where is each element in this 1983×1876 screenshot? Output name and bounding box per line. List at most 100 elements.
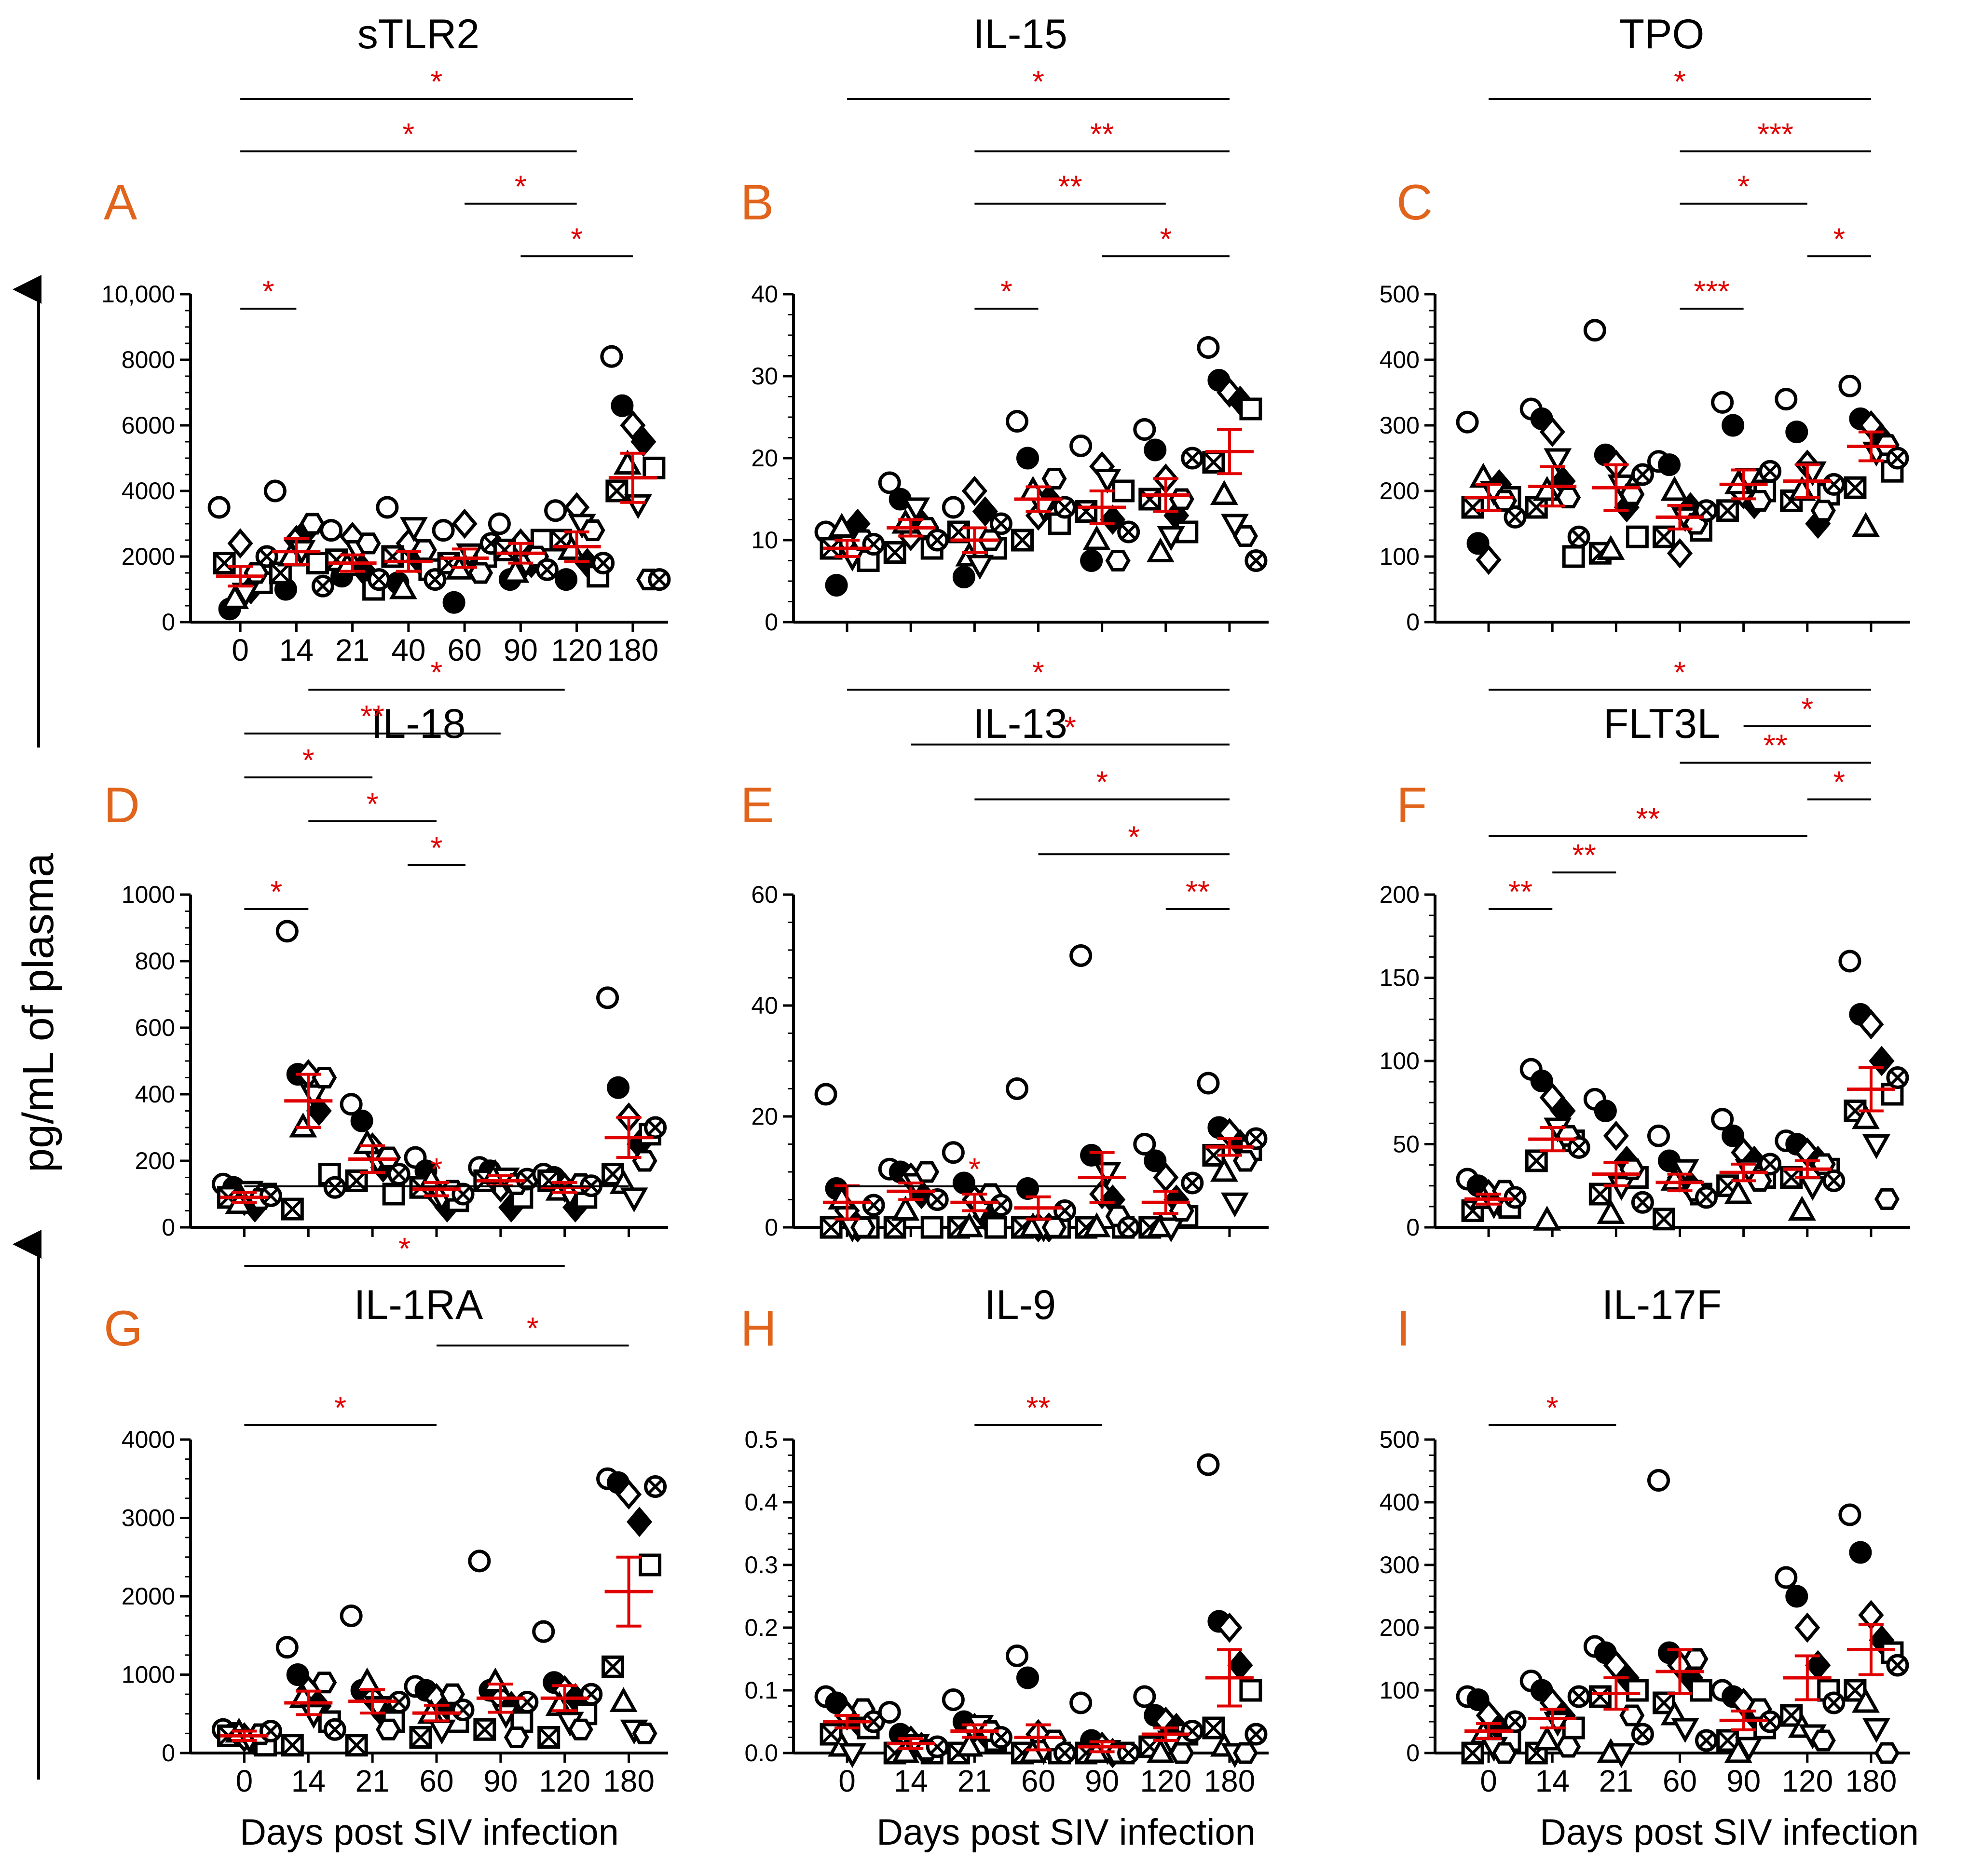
significance-label: * — [334, 1390, 346, 1425]
data-point — [1562, 545, 1585, 568]
panel-letter: A — [104, 175, 137, 231]
data-point — [1631, 463, 1654, 486]
data-point — [984, 1216, 1007, 1239]
x-tick-label: 0 — [1480, 1764, 1497, 1798]
data-point — [1759, 1153, 1782, 1176]
panel-title: IL-1RA — [354, 1282, 483, 1328]
data-point — [1556, 1736, 1581, 1758]
data-point — [1683, 1648, 1709, 1670]
data-point — [381, 545, 404, 568]
y-tick-label: 200 — [1380, 477, 1420, 504]
data-point — [356, 532, 381, 555]
data-point — [1157, 1217, 1185, 1243]
data-point — [1874, 1742, 1900, 1764]
data-point — [227, 528, 253, 559]
data-point — [850, 1216, 876, 1238]
data-point — [1146, 537, 1175, 562]
data-point — [1869, 1046, 1895, 1076]
data-point — [1016, 447, 1039, 470]
data-point — [891, 1738, 920, 1763]
significance-label: ** — [1572, 838, 1596, 872]
data-point — [1245, 1127, 1268, 1150]
data-point — [825, 574, 848, 597]
significance-label: *** — [1757, 117, 1793, 151]
data-point — [914, 1161, 940, 1183]
y-tick-label: 400 — [135, 1081, 175, 1108]
y-tick-label: 0 — [1406, 1740, 1420, 1767]
data-point — [607, 1076, 630, 1099]
significance-label: * — [1833, 221, 1845, 256]
y-tick-label: 400 — [1380, 346, 1420, 373]
y-tick-label: 3000 — [122, 1505, 175, 1532]
data-point — [1016, 1666, 1039, 1689]
data-point — [232, 583, 260, 608]
data-point — [580, 1683, 603, 1706]
data-point — [1466, 532, 1490, 555]
data-point — [368, 568, 391, 591]
y-tick-label: 800 — [135, 948, 175, 975]
significance-label: * — [1801, 692, 1813, 726]
data-point — [883, 541, 906, 564]
y-tick-label: 100 — [1380, 1677, 1420, 1704]
panel-letter: F — [1396, 777, 1427, 833]
data-point — [1133, 1685, 1156, 1708]
y-tick-label: 600 — [135, 1014, 175, 1041]
data-point — [1562, 1716, 1585, 1740]
data-point — [275, 920, 299, 943]
x-tick-label: 21 — [335, 633, 369, 667]
data-point — [312, 1672, 337, 1694]
data-point — [602, 1655, 625, 1678]
data-point — [1082, 1212, 1111, 1237]
data-point — [1144, 438, 1167, 462]
data-point — [1476, 544, 1502, 575]
data-point — [1862, 1718, 1890, 1743]
data-point — [838, 1743, 867, 1768]
data-point — [1874, 1188, 1900, 1210]
data-point — [1607, 1743, 1636, 1768]
data-point — [1597, 535, 1625, 560]
x-tick-label: 60 — [448, 633, 482, 667]
data-point — [1456, 410, 1479, 434]
data-point — [1695, 1729, 1718, 1752]
data-point — [312, 1066, 337, 1089]
panel-title: IL-18 — [371, 701, 465, 747]
significance-label: * — [1674, 655, 1686, 690]
data-point — [473, 1718, 496, 1741]
x-tick-label: 120 — [551, 633, 602, 667]
data-point — [1822, 1691, 1846, 1714]
data-point — [600, 345, 623, 368]
data-point — [387, 1163, 410, 1186]
panel-title: FLT3L — [1603, 701, 1720, 747]
x-tick-label: 120 — [1781, 1764, 1833, 1798]
data-point — [624, 494, 652, 519]
y-tick-label: 300 — [1380, 412, 1420, 439]
panel-letter: G — [104, 1301, 143, 1357]
data-point — [1232, 525, 1258, 547]
data-point — [409, 1726, 432, 1749]
data-point — [1603, 1120, 1629, 1151]
panel-letter: E — [740, 777, 774, 833]
y-tick-label: 1000 — [122, 881, 175, 908]
significance-label: * — [1032, 64, 1044, 99]
data-point — [1169, 488, 1194, 510]
data-point — [516, 1690, 539, 1713]
data-point — [411, 539, 437, 561]
data-point — [1197, 1453, 1220, 1476]
data-point — [1217, 1612, 1243, 1643]
data-point — [1556, 487, 1581, 509]
data-point — [955, 1731, 984, 1757]
data-point — [345, 1169, 368, 1192]
data-point — [1798, 1176, 1827, 1201]
data-point — [1006, 1645, 1028, 1667]
data-point — [878, 1701, 901, 1724]
y-tick-label: 0.4 — [744, 1489, 778, 1516]
data-point — [532, 1620, 555, 1643]
data-point — [1619, 483, 1645, 505]
data-point — [1117, 1216, 1140, 1239]
data-point — [1053, 1199, 1076, 1222]
data-point — [1775, 388, 1798, 411]
x-tick-label: 90 — [483, 1764, 518, 1798]
data-point — [1775, 1566, 1798, 1589]
significance-label: ** — [1508, 874, 1532, 909]
